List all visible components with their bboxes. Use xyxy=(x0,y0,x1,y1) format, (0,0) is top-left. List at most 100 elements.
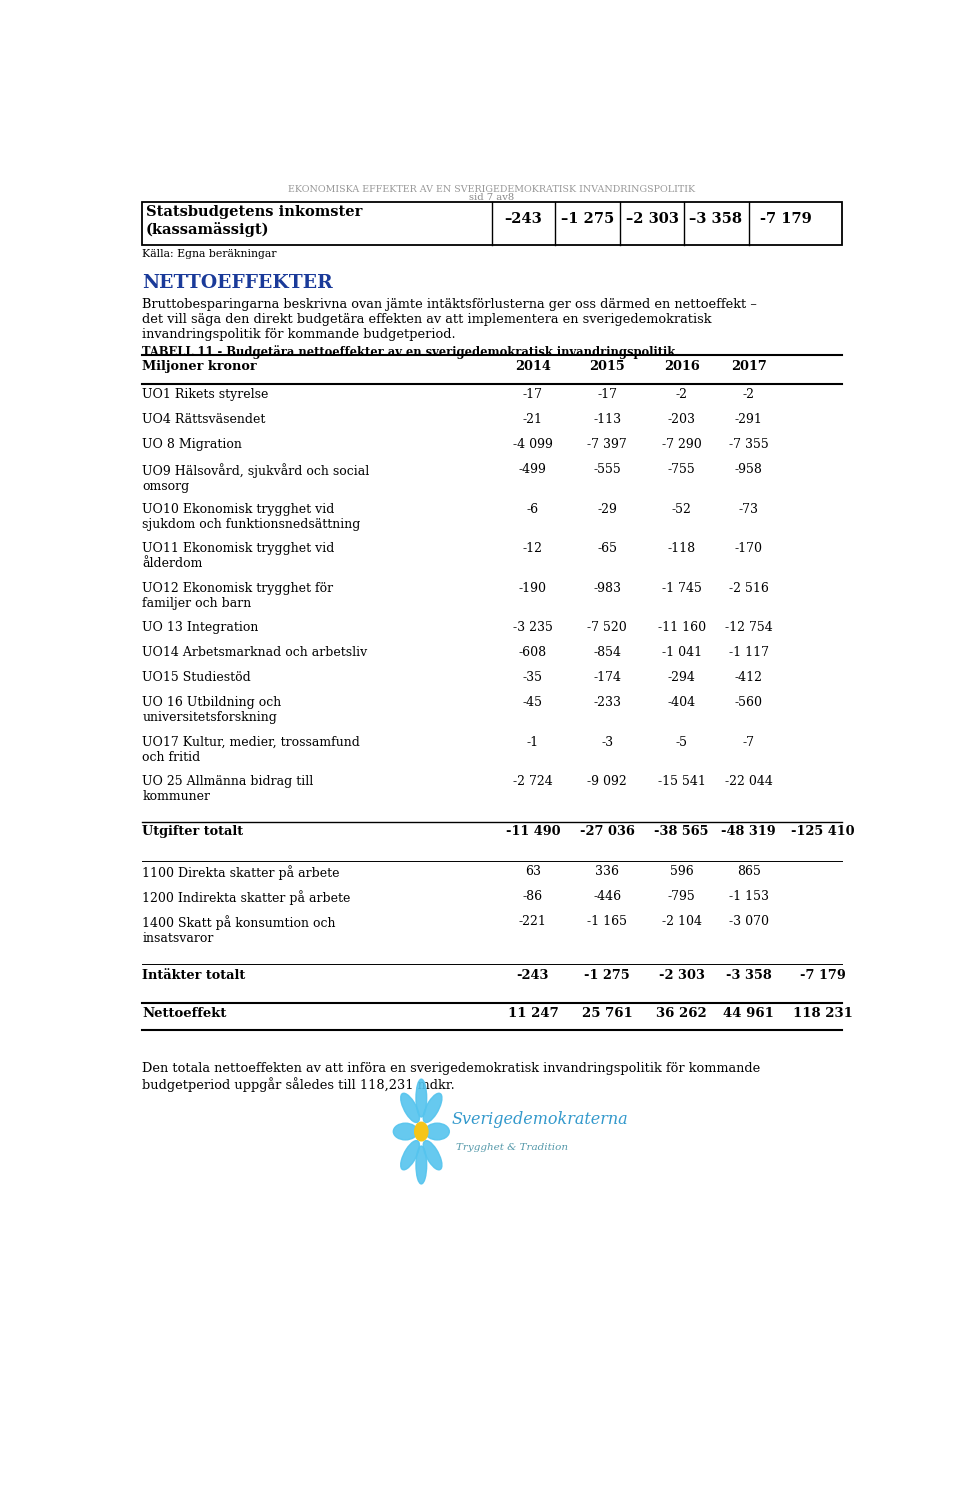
Text: –2 303: –2 303 xyxy=(626,211,679,226)
Text: -22 044: -22 044 xyxy=(725,776,773,788)
Text: –3 358: –3 358 xyxy=(689,211,742,226)
Text: -1 745: -1 745 xyxy=(661,582,702,595)
Text: -755: -755 xyxy=(668,463,696,477)
Text: 25 761: 25 761 xyxy=(582,1007,633,1020)
Text: -221: -221 xyxy=(519,916,547,928)
Text: -3: -3 xyxy=(601,736,613,748)
Text: -404: -404 xyxy=(667,696,696,709)
Text: -3 070: -3 070 xyxy=(729,916,769,928)
Text: UO 16 Utbildning och
universitetsforskning: UO 16 Utbildning och universitetsforskni… xyxy=(142,696,281,724)
Text: -1 153: -1 153 xyxy=(729,890,769,904)
Text: -17: -17 xyxy=(523,388,543,401)
Text: -294: -294 xyxy=(668,672,696,685)
Ellipse shape xyxy=(415,1123,428,1141)
Text: UO 13 Integration: UO 13 Integration xyxy=(142,622,258,634)
Text: –1 275: –1 275 xyxy=(561,211,614,226)
Text: -233: -233 xyxy=(593,696,621,709)
Text: sid 7 av8: sid 7 av8 xyxy=(469,193,515,202)
Text: -1 165: -1 165 xyxy=(588,916,627,928)
Text: -11 160: -11 160 xyxy=(658,622,706,634)
Text: -560: -560 xyxy=(734,696,762,709)
Text: 1200 Indirekta skatter på arbete: 1200 Indirekta skatter på arbete xyxy=(142,890,350,905)
Text: -5: -5 xyxy=(676,736,687,748)
Ellipse shape xyxy=(416,1079,426,1117)
Text: UO 8 Migration: UO 8 Migration xyxy=(142,439,242,451)
Text: NETTOEFFEKTER: NETTOEFFEKTER xyxy=(142,275,333,293)
Text: -1 117: -1 117 xyxy=(729,646,769,659)
Text: -29: -29 xyxy=(597,502,617,516)
Text: 336: 336 xyxy=(595,866,619,878)
Text: -2 516: -2 516 xyxy=(729,582,769,595)
Text: -7 355: -7 355 xyxy=(729,439,769,451)
Text: Trygghet & Tradition: Trygghet & Tradition xyxy=(456,1144,568,1153)
Text: UO12 Ekonomisk trygghet för
familjer och barn: UO12 Ekonomisk trygghet för familjer och… xyxy=(142,582,333,610)
Text: -12: -12 xyxy=(523,542,543,555)
Text: 2015: 2015 xyxy=(589,361,625,373)
Text: -2: -2 xyxy=(743,388,755,401)
Text: -9 092: -9 092 xyxy=(588,776,627,788)
Ellipse shape xyxy=(416,1145,426,1185)
Text: -15 541: -15 541 xyxy=(658,776,706,788)
Text: -86: -86 xyxy=(523,890,543,904)
Text: 596: 596 xyxy=(670,866,693,878)
Text: 1100 Direkta skatter på arbete: 1100 Direkta skatter på arbete xyxy=(142,866,340,880)
Text: -1 275: -1 275 xyxy=(585,969,630,982)
Text: -2 104: -2 104 xyxy=(661,916,702,928)
Text: UO14 Arbetsmarknad och arbetsliv: UO14 Arbetsmarknad och arbetsliv xyxy=(142,646,368,659)
Text: -7 397: -7 397 xyxy=(588,439,627,451)
Text: -45: -45 xyxy=(523,696,543,709)
Text: Sverigedemokraterna: Sverigedemokraterna xyxy=(451,1112,628,1129)
Text: -27 036: -27 036 xyxy=(580,825,635,839)
Text: -7 179: -7 179 xyxy=(760,211,812,226)
Text: 11 247: 11 247 xyxy=(508,1007,559,1020)
Ellipse shape xyxy=(400,1141,420,1169)
Text: -170: -170 xyxy=(734,542,762,555)
Text: UO10 Ekonomisk trygghet vid
sjukdom och funktionsnedsättning: UO10 Ekonomisk trygghet vid sjukdom och … xyxy=(142,502,361,531)
Text: -608: -608 xyxy=(518,646,547,659)
Text: 2016: 2016 xyxy=(664,361,700,373)
Text: -2 724: -2 724 xyxy=(513,776,553,788)
Text: -203: -203 xyxy=(668,413,696,427)
Text: Statsbudgetens inkomster
(kassamässigt): Statsbudgetens inkomster (kassamässigt) xyxy=(146,205,363,237)
Text: -7 179: -7 179 xyxy=(801,969,846,982)
Text: -12 754: -12 754 xyxy=(725,622,773,634)
FancyBboxPatch shape xyxy=(142,202,842,244)
Text: -958: -958 xyxy=(734,463,762,477)
Text: -795: -795 xyxy=(668,890,696,904)
Text: 36 262: 36 262 xyxy=(657,1007,708,1020)
Text: Utgifter totalt: Utgifter totalt xyxy=(142,825,244,839)
Text: TABELL 11 - Budgetära nettoeffekter av en sverigedemokratisk invandringspolitik: TABELL 11 - Budgetära nettoeffekter av e… xyxy=(142,346,676,359)
Text: -446: -446 xyxy=(593,890,621,904)
Text: -854: -854 xyxy=(593,646,621,659)
Text: -2: -2 xyxy=(676,388,687,401)
Text: -2 303: -2 303 xyxy=(659,969,705,982)
Text: -190: -190 xyxy=(519,582,547,595)
Text: 2014: 2014 xyxy=(515,361,551,373)
Text: -73: -73 xyxy=(738,502,758,516)
Text: -3 235: -3 235 xyxy=(513,622,553,634)
Ellipse shape xyxy=(423,1141,442,1169)
Text: -7: -7 xyxy=(743,736,755,748)
Text: -983: -983 xyxy=(593,582,621,595)
Text: UO15 Studiestöd: UO15 Studiestöd xyxy=(142,672,252,685)
Text: UO1 Rikets styrelse: UO1 Rikets styrelse xyxy=(142,388,269,401)
Ellipse shape xyxy=(400,1093,420,1123)
Text: -7 520: -7 520 xyxy=(588,622,627,634)
Text: -291: -291 xyxy=(734,413,762,427)
Text: -113: -113 xyxy=(593,413,621,427)
Text: -3 358: -3 358 xyxy=(726,969,772,982)
Text: -555: -555 xyxy=(593,463,621,477)
Text: -1: -1 xyxy=(527,736,539,748)
Text: UO9 Hälsovård, sjukvård och social
omsorg: UO9 Hälsovård, sjukvård och social omsor… xyxy=(142,463,370,493)
Text: –243: –243 xyxy=(505,211,542,226)
Text: Intäkter totalt: Intäkter totalt xyxy=(142,969,246,982)
Ellipse shape xyxy=(425,1123,449,1139)
Text: -125 410: -125 410 xyxy=(791,825,855,839)
Text: UO 25 Allmänna bidrag till
kommuner: UO 25 Allmänna bidrag till kommuner xyxy=(142,776,314,803)
Text: -4 099: -4 099 xyxy=(513,439,553,451)
Text: 865: 865 xyxy=(736,866,760,878)
Text: UO4 Rättsväsendet: UO4 Rättsväsendet xyxy=(142,413,266,427)
Text: 118 231: 118 231 xyxy=(793,1007,853,1020)
Ellipse shape xyxy=(394,1123,418,1139)
Text: -52: -52 xyxy=(672,502,691,516)
